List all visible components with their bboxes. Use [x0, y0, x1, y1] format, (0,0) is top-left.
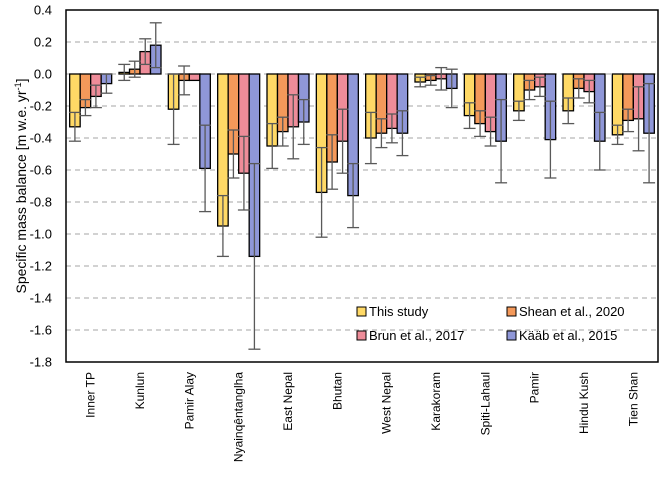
legend-swatch [506, 330, 517, 341]
y-tick-labels: 0.4 0.2 0.0 -0.2 -0.4 -0.6 -0.8 -1.0 -1.2 -1.4 -1.… [30, 3, 52, 370]
x-category-label: Hindu Kush [577, 372, 591, 434]
x-category-label: West Nepal [380, 372, 394, 434]
y-axis-title: Specific mass balance [m w.e. yr-1] [13, 79, 29, 294]
error-bars [68, 22, 656, 350]
y-axis-title-sup: -1 [13, 82, 23, 90]
y-tick-label: -0.4 [30, 131, 52, 146]
y-tick-label: -0.8 [30, 195, 52, 210]
legend-label: Brun et al., 2017 [369, 328, 464, 343]
y-axis-title-suffix: ] [13, 79, 29, 83]
y-tick-label: -1.8 [30, 355, 52, 370]
x-category-label: Pamir [528, 372, 542, 403]
y-tick-label: 0.4 [34, 3, 52, 18]
plot-frame [65, 9, 659, 363]
y-tick-label: -1.4 [30, 291, 52, 306]
y-tick-label: -1.6 [30, 323, 52, 338]
bars [69, 44, 655, 258]
x-category-label: Spiti-Lahaul [478, 372, 492, 435]
x-category-label: Nyainqêntanglha [232, 372, 246, 462]
legend: This study Shean et al., 2020 Brun et al.,… [356, 304, 625, 343]
bar [188, 73, 201, 82]
x-category-label: Kunlun [133, 372, 147, 409]
x-category-label: Inner TP [84, 372, 98, 418]
y-tick-label: 0.0 [34, 67, 52, 82]
legend-label: Kääb et al., 2015 [519, 328, 617, 343]
axes [65, 9, 659, 363]
y-tick-label: -0.2 [30, 99, 52, 114]
x-category-labels: Inner TP Kunlun Pamir Alay Nyainqêntanglha E… [84, 372, 641, 462]
y-axis-title-main: Specific mass balance [m w.e. yr [13, 90, 29, 293]
legend-swatch [356, 330, 367, 341]
legend-label: Shean et al., 2020 [519, 304, 625, 319]
y-tick-label: -1.0 [30, 227, 52, 242]
y-tick-label: -1.2 [30, 259, 52, 274]
y-tick-label: -0.6 [30, 163, 52, 178]
x-category-label: Pamir Alay [182, 372, 196, 429]
legend-label: This study [369, 304, 429, 319]
legend-swatch [356, 306, 367, 317]
x-category-label: Karakoram [429, 372, 443, 431]
x-category-label: Tien Shan [626, 372, 640, 426]
x-category-label: Bhutan [330, 372, 344, 410]
x-category-label: East Nepal [281, 372, 295, 431]
y-tick-label: 0.2 [34, 35, 52, 50]
legend-swatch [506, 306, 517, 317]
